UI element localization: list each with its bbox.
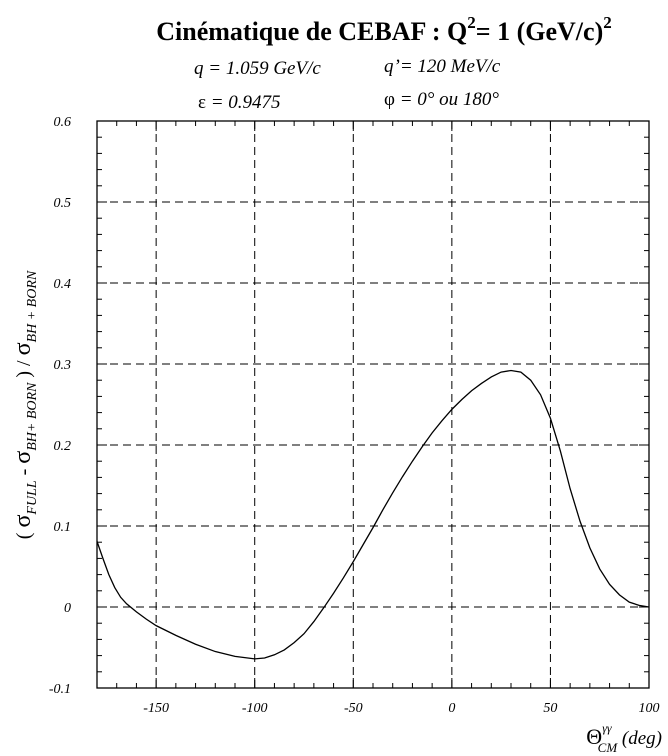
chart-title: Cinématique de CEBAF : Q2= 1 (GeV/c)2 <box>156 13 611 46</box>
y-tick-label: 0.1 <box>54 520 72 535</box>
x-tick-label: 50 <box>543 701 557 716</box>
y-tick-label: 0.4 <box>54 277 72 292</box>
annotation-epsilon: ε = 0.9475 <box>198 92 281 113</box>
y-tick-label: 0.6 <box>54 115 72 130</box>
annotation-qprime: q’= 120 MeV/c <box>384 56 501 77</box>
grid <box>97 121 649 688</box>
x-tick-label: -100 <box>242 701 268 716</box>
x-tick-label: 0 <box>448 701 455 716</box>
x-tick-label: 100 <box>639 701 660 716</box>
y-tick-label: 0.2 <box>54 439 72 454</box>
annotation-phi: φ = 0° ou 180° <box>384 89 499 110</box>
y-axis-label: ( σFULL - σBH+ BORN ) / σBH + BORN <box>10 270 40 539</box>
plot-border <box>96 120 650 689</box>
plot-frame <box>96 120 650 689</box>
y-tick-label: -0.1 <box>49 682 71 697</box>
y-tick-label: 0 <box>64 601 71 616</box>
data-line <box>96 369 650 660</box>
x-tick-label: -150 <box>143 701 169 716</box>
y-tick-label: 0.5 <box>54 196 72 211</box>
x-tick-label: -50 <box>344 701 363 716</box>
y-tick-label: 0.3 <box>54 358 72 373</box>
axis-ticks: -150 -100 -50 0 50 100 -0.1 0 0.1 0.2 0.3 0.4 0.5 0.6 <box>49 115 660 716</box>
annotation-q: q = 1.059 GeV/c <box>194 58 321 79</box>
x-axis-label: Θγγ CM (deg) <box>586 721 662 755</box>
